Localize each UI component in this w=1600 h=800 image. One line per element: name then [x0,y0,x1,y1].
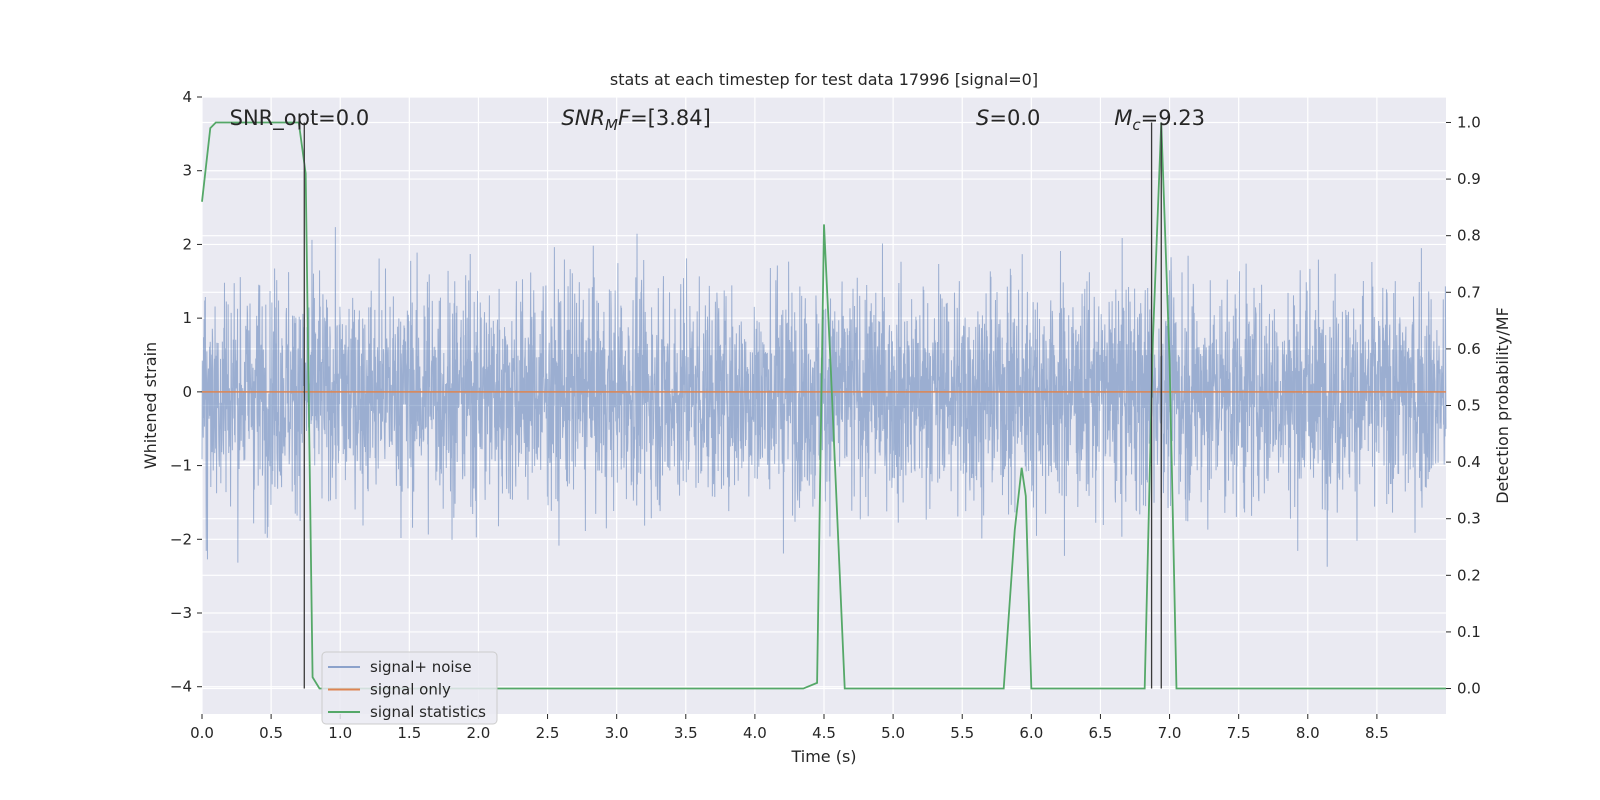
x-tick-label: 4.0 [743,724,767,742]
x-tick-label: 3.0 [605,724,629,742]
y2-tick-label: 0.9 [1457,170,1481,188]
y2-tick-label: 0.5 [1457,397,1481,415]
x-tick-label: 6.5 [1089,724,1113,742]
x-tick-label: 5.5 [950,724,974,742]
legend-label: signal only [370,681,451,699]
x-tick-label: 8.5 [1365,724,1389,742]
chart-title: stats at each timestep for test data 179… [610,70,1038,89]
y2-tick-label: 0.4 [1457,453,1481,471]
x-tick-label: 1.5 [397,724,421,742]
y-tick-label: 1 [182,309,192,327]
x-axis-label: Time (s) [790,747,856,766]
annotation-1: SNR_opt=0.0 [230,106,370,131]
legend: signal+ noise signal only signal statistic… [321,651,498,725]
y2-tick-label: 0.1 [1457,623,1481,641]
y2-tick-label: 0.3 [1457,510,1481,528]
x-tick-label: 0.5 [259,724,283,742]
annotation-3: S=0.0 [976,106,1040,130]
annotation-4: Mc=9.23 [1114,106,1205,134]
x-tick-label: 1.0 [328,724,352,742]
x-tick-label: 5.0 [881,724,905,742]
y-tick-label: 4 [182,88,192,106]
y-tick-label: −3 [170,604,192,622]
y2-axis-label: Detection probability/MF [1493,307,1512,504]
y-tick-label: 2 [182,235,192,253]
y2-tick-label: 0.0 [1457,680,1481,698]
y2-tick-label: 0.6 [1457,340,1481,358]
x-tick-label: 0.0 [190,724,214,742]
y2-tick-label: 0.8 [1457,227,1481,245]
y-axis-label: Whitened strain [141,342,160,469]
x-tick-label: 6.0 [1019,724,1043,742]
y-tick-label: −1 [170,457,192,475]
annotation-2: SNRMF=[3.84] [561,106,710,134]
y-tick-label: −2 [170,530,192,548]
y-tick-label: 3 [182,162,192,180]
x-tick-label: 7.5 [1227,724,1251,742]
x-tick-label: 3.5 [674,724,698,742]
y2-tick-label: 0.2 [1457,566,1481,584]
legend-label: signal statistics [370,703,486,721]
x-tick-label: 2.5 [536,724,560,742]
legend-label: signal+ noise [370,658,472,676]
y-tick-label: −4 [170,678,192,696]
series-signal-noise [201,227,1447,567]
x-tick-label: 4.5 [812,724,836,742]
y-tick-label: 0 [182,383,192,401]
x-tick-label: 7.0 [1158,724,1182,742]
y2-tick-label: 0.7 [1457,283,1481,301]
y2-tick-label: 1.0 [1457,113,1481,131]
x-tick-label: 2.0 [467,724,491,742]
legend-box [321,651,498,725]
x-tick-label: 8.0 [1296,724,1320,742]
